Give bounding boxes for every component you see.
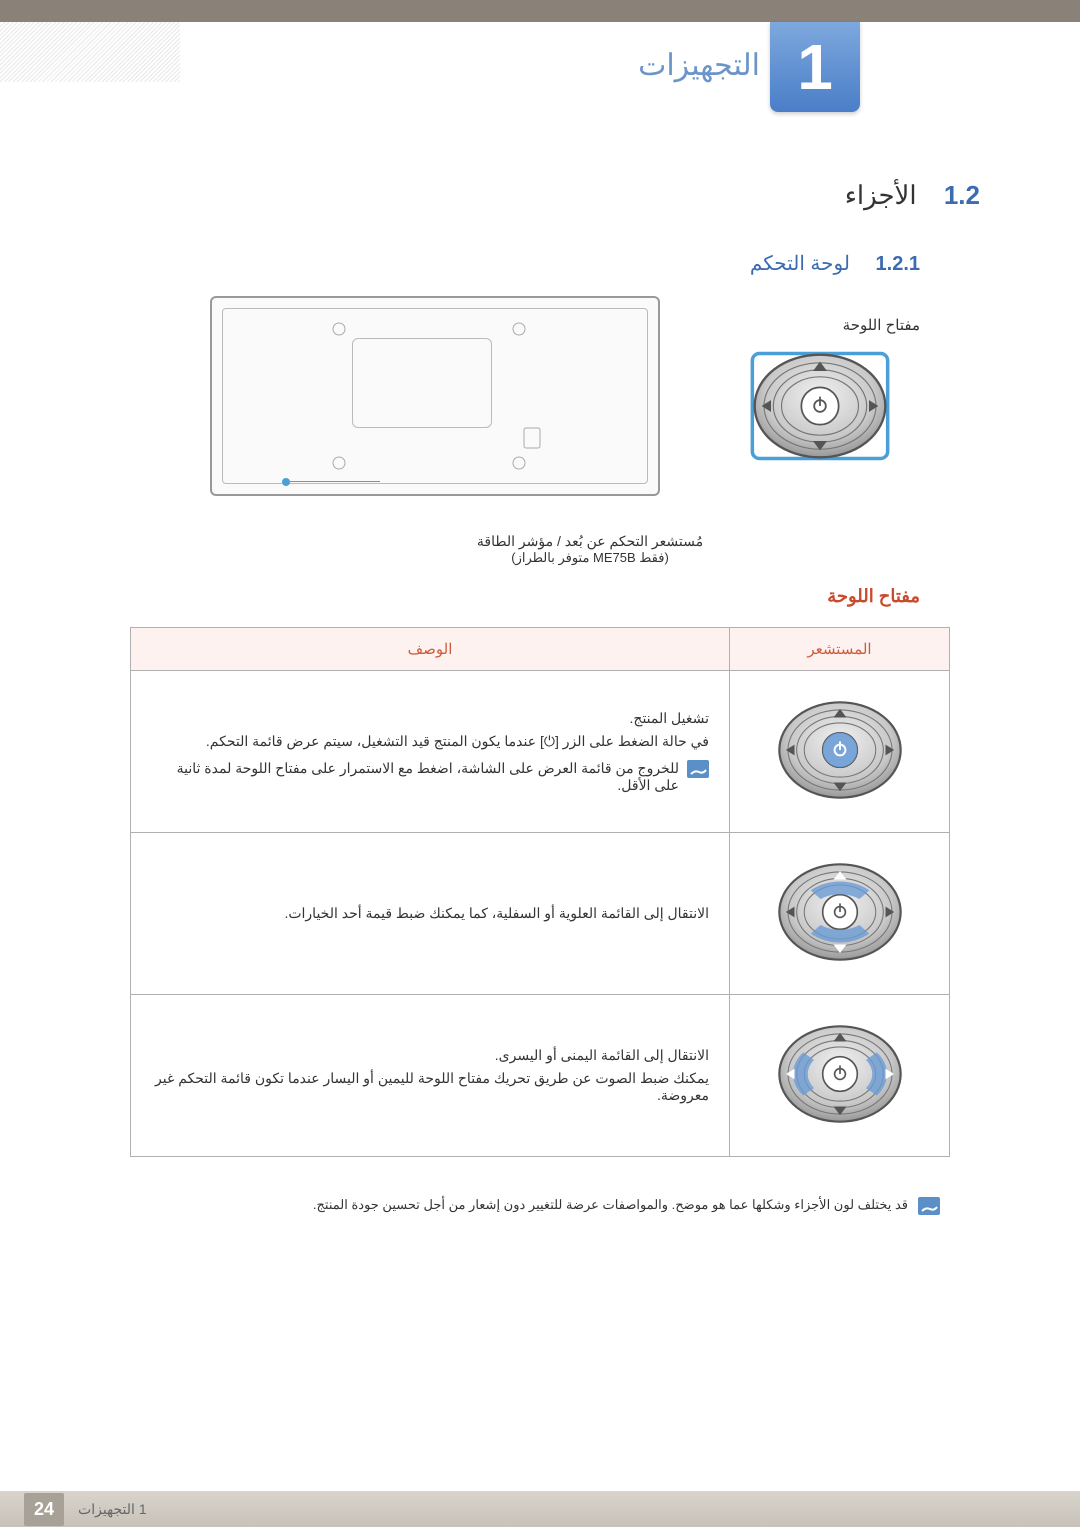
footer-bar: 1 التجهيزات 24 — [0, 1491, 1080, 1527]
note-icon — [918, 1197, 940, 1215]
panel-key-leftright-icon — [760, 1009, 920, 1139]
table-header-row: المستشعر الوصف — [131, 628, 950, 671]
desc-cell: تشغيل المنتج. في حالة الضغط على الزر [⏻]… — [131, 671, 730, 833]
header-stripes — [0, 22, 180, 82]
screw-icon — [332, 322, 346, 336]
subsection-number: 1.2.1 — [876, 253, 920, 275]
screw-icon — [332, 456, 346, 470]
sensor-leader-line — [290, 481, 380, 482]
desc-main: تشغيل المنتج. — [151, 710, 709, 727]
panel-key-center-icon — [760, 685, 920, 815]
chapter-number: 1 — [797, 35, 833, 99]
chapter-title: التجهيزات — [638, 48, 760, 83]
section-title: الأجزاء — [845, 180, 917, 210]
footer-note-row: قد يختلف لون الأجزاء وشكلها عما هو موضح.… — [100, 1197, 980, 1215]
table-row: الانتقال إلى القائمة العلوية أو السفلية،… — [131, 833, 950, 995]
footer-chapter-ref: 1 التجهيزات — [78, 1501, 147, 1518]
sensor-cell — [730, 671, 950, 833]
top-bar — [0, 0, 1080, 22]
panel-key-label: مفتاح اللوحة — [843, 316, 920, 334]
table-row: تشغيل المنتج. في حالة الضغط على الزر [⏻]… — [131, 671, 950, 833]
port-icon — [522, 426, 542, 450]
desc-main: الانتقال إلى القائمة اليمنى أو اليسرى. — [151, 1047, 709, 1064]
panel-key-heading: مفتاح اللوحة — [100, 586, 920, 607]
content: 1.2 الأجزاء 1.2.1 لوحة التحكم مفتاح اللو… — [100, 180, 980, 1215]
desc-cell: الانتقال إلى القائمة اليمنى أو اليسرى. ي… — [131, 995, 730, 1157]
screw-icon — [512, 456, 526, 470]
sensor-caption: مُستشعر التحكم عن بُعد / مؤشر الطاقة (مت… — [360, 533, 820, 566]
description-table: المستشعر الوصف تشغيل المنتج. في حالة الض… — [130, 627, 950, 1157]
chapter-badge: 1 — [770, 22, 860, 112]
panel-key-updown-icon — [760, 847, 920, 977]
section-number: 1.2 — [944, 180, 980, 210]
sensor-dot — [282, 478, 290, 486]
footer-note-text: قد يختلف لون الأجزاء وشكلها عما هو موضح.… — [313, 1197, 908, 1215]
desc-sub: يمكنك ضبط الصوت عن طريق تحريك مفتاح اللو… — [151, 1070, 709, 1104]
monitor-outline — [210, 296, 660, 496]
desc-cell: الانتقال إلى القائمة العلوية أو السفلية،… — [131, 833, 730, 995]
sensor-note: (متوفر بالطراز ME75B فقط) — [360, 550, 820, 566]
sensor-label: مُستشعر التحكم عن بُعد / مؤشر الطاقة — [360, 533, 820, 550]
note-text: للخروج من قائمة العرض على الشاشة، اضغط م… — [151, 760, 679, 794]
diagram: مفتاح اللوحة مُستشعر التحكم عن بُعد / مؤ… — [160, 296, 920, 556]
panel-key-icon — [720, 336, 920, 476]
th-sensor: المستشعر — [730, 628, 950, 671]
screw-icon — [512, 322, 526, 336]
note-row: للخروج من قائمة العرض على الشاشة، اضغط م… — [151, 760, 709, 794]
sensor-cell — [730, 833, 950, 995]
table-row: الانتقال إلى القائمة اليمنى أو اليسرى. ي… — [131, 995, 950, 1157]
desc-main: الانتقال إلى القائمة العلوية أو السفلية،… — [151, 905, 709, 922]
sensor-cell — [730, 995, 950, 1157]
note-icon — [687, 760, 709, 778]
monitor-center-panel — [352, 338, 492, 428]
subsection-title: لوحة التحكم — [750, 253, 850, 275]
desc-sub: في حالة الضغط على الزر [⏻] عندما يكون ال… — [151, 733, 709, 750]
subsection-heading: 1.2.1 لوحة التحكم — [100, 251, 920, 276]
section-heading: 1.2 الأجزاء — [100, 180, 980, 211]
page-number: 24 — [24, 1493, 64, 1526]
th-desc: الوصف — [131, 628, 730, 671]
